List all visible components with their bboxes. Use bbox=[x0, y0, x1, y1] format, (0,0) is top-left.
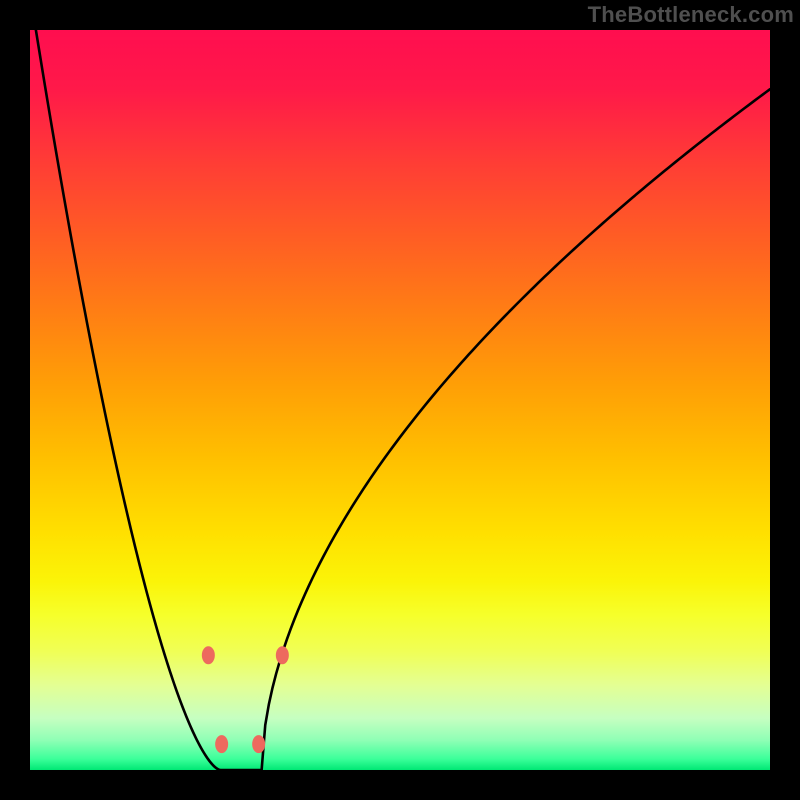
curve-marker bbox=[276, 646, 289, 664]
curve-marker bbox=[202, 646, 215, 664]
curve-marker bbox=[252, 735, 265, 753]
curve-marker bbox=[215, 735, 228, 753]
bottleneck-chart bbox=[30, 30, 770, 770]
chart-container: TheBottleneck.com bbox=[0, 0, 800, 800]
watermark-text: TheBottleneck.com bbox=[588, 2, 794, 28]
